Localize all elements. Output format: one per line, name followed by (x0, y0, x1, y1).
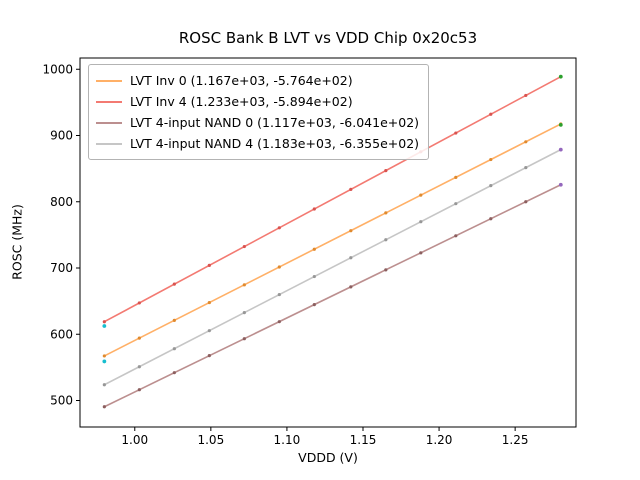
data-point (384, 211, 388, 215)
data-point (349, 256, 353, 260)
y-tick-label: 800 (50, 195, 73, 209)
data-point (384, 169, 388, 173)
data-point (489, 184, 493, 188)
data-point (277, 320, 281, 324)
data-point (207, 300, 211, 305)
data-point (242, 337, 246, 341)
data-point (419, 220, 423, 224)
fit-line (103, 148, 562, 386)
data-point (419, 193, 423, 197)
data-point (277, 226, 281, 230)
y-tick-label: 500 (50, 394, 73, 408)
fit-line (103, 123, 562, 357)
data-point (137, 301, 141, 305)
data-point (102, 354, 106, 358)
data-point (524, 166, 528, 170)
highlight-point (558, 147, 563, 152)
data-point (102, 383, 106, 387)
fit-line (103, 184, 562, 408)
x-tick-label: 1.25 (502, 433, 529, 447)
data-point (172, 318, 176, 323)
x-tick-label: 1.00 (121, 433, 148, 447)
legend: LVT Inv 0 (1.167e+03, -5.764e+02) LVT Inv… (88, 64, 430, 160)
highlight-point (558, 74, 563, 79)
axes-spines (79, 57, 577, 428)
data-point (489, 217, 493, 221)
data-point (137, 365, 141, 369)
legend-line-sample (96, 142, 122, 145)
data-point (419, 251, 423, 255)
highlight-point (558, 182, 563, 187)
fit-line (103, 75, 562, 323)
data-point (242, 283, 246, 287)
data-point (349, 285, 353, 289)
y-axis-label: ROSC (MHz) (9, 204, 25, 280)
data-point (137, 336, 141, 340)
x-tick-label: 1.20 (426, 433, 453, 447)
legend-entry: LVT Inv 4 (1.233e+03, -5.894e+02) (96, 91, 419, 112)
data-point (454, 234, 458, 238)
legend-entry: LVT 4-input NAND 4 (1.183e+03, -6.355e+0… (96, 133, 419, 154)
data-point (172, 282, 176, 286)
y-tick-label: 900 (50, 129, 73, 143)
x-tick-label: 1.15 (350, 433, 377, 447)
data-point (349, 229, 353, 233)
data-point (312, 247, 316, 251)
highlight-point (102, 324, 107, 328)
legend-entry: LVT Inv 0 (1.167e+03, -5.764e+02) (96, 70, 419, 91)
data-point (277, 292, 281, 297)
data-point (454, 131, 458, 135)
data-point (524, 140, 528, 144)
legend-label: LVT 4-input NAND 0 (1.117e+03, -6.041e+0… (130, 115, 420, 130)
highlight-point (102, 359, 107, 364)
data-point (489, 112, 493, 116)
legend-line-sample (96, 121, 122, 124)
y-tick-label: 700 (50, 261, 73, 275)
data-point (312, 207, 316, 211)
data-point (312, 274, 316, 279)
data-point (137, 388, 141, 392)
data-point (524, 93, 528, 98)
data-point (384, 238, 388, 242)
x-axis-label: VDDD (V) (298, 450, 358, 465)
y-tick-label: 600 (50, 327, 73, 341)
legend-label: LVT Inv 0 (1.167e+03, -5.764e+02) (130, 73, 353, 88)
data-point (242, 244, 246, 249)
data-point (102, 320, 106, 324)
data-point (277, 265, 281, 269)
data-point (172, 347, 176, 351)
data-point (384, 268, 388, 272)
data-point (454, 175, 458, 179)
x-tick-label: 1.05 (197, 433, 224, 447)
data-point (172, 371, 176, 375)
legend-label: LVT 4-input NAND 4 (1.183e+03, -6.355e+0… (130, 136, 420, 151)
data-point (454, 202, 458, 206)
legend-label: LVT Inv 4 (1.233e+03, -5.894e+02) (130, 94, 353, 109)
data-point (524, 200, 528, 204)
data-point (312, 303, 316, 307)
data-point (489, 157, 493, 162)
legend-entry: LVT 4-input NAND 0 (1.117e+03, -6.041e+0… (96, 112, 419, 133)
data-point (207, 354, 211, 358)
legend-line-sample (96, 100, 122, 103)
highlight-point (558, 123, 563, 127)
data-point (207, 329, 211, 333)
data-point (242, 311, 246, 315)
y-tick-label: 1000 (42, 62, 73, 76)
x-tick-label: 1.10 (274, 433, 301, 447)
data-point (207, 263, 211, 267)
chart-title: ROSC Bank B LVT vs VDD Chip 0x20c53 (178, 29, 478, 47)
data-point (349, 187, 353, 191)
data-point (102, 405, 106, 409)
legend-line-sample (96, 79, 122, 82)
